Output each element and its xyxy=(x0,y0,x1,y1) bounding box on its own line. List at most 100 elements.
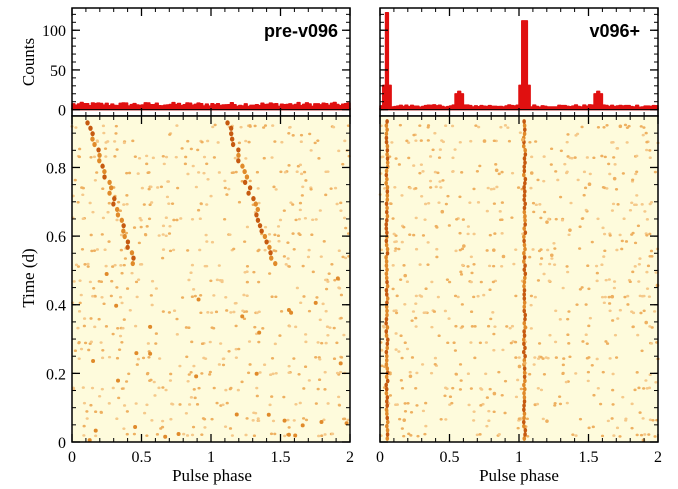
heatmap-dot xyxy=(487,419,491,423)
heatmap-dot-strong xyxy=(522,283,526,289)
heatmap-dot-strong xyxy=(522,403,526,409)
heatmap-dot xyxy=(415,404,419,407)
heatmap-dot-strong xyxy=(85,120,90,126)
heatmap-dot xyxy=(558,395,562,398)
heatmap-dot xyxy=(443,386,448,390)
heatmap-dot-strong xyxy=(102,174,107,180)
heatmap-dot xyxy=(435,255,439,259)
heatmap-dot xyxy=(444,202,448,206)
heatmap-dot xyxy=(590,240,594,244)
heatmap-dot xyxy=(586,264,590,267)
heatmap-dot-strong xyxy=(268,250,273,256)
heatmap-dot xyxy=(210,326,214,329)
heatmap-dot-strong xyxy=(114,206,120,213)
heatmap-dot-strong xyxy=(523,312,528,318)
heatmap-dot-strong xyxy=(384,254,388,260)
heatmap-dot xyxy=(398,123,402,127)
heatmap-dot xyxy=(604,278,608,282)
heatmap-dot xyxy=(478,341,482,345)
heatmap-dot xyxy=(95,139,99,142)
heatmap-dot-strong xyxy=(384,320,388,326)
heatmap-dot xyxy=(191,425,196,429)
heatmap-dot-strong xyxy=(384,131,389,137)
heatmap-dot xyxy=(122,427,126,430)
heatmap-dot xyxy=(650,255,654,258)
heatmap-dot xyxy=(561,363,565,367)
heatmap-dot xyxy=(304,340,308,344)
heatmap-dot xyxy=(308,132,312,136)
heatmap-dot xyxy=(510,171,515,175)
heatmap-dot-strong xyxy=(385,423,389,429)
heatmap-dot xyxy=(217,264,221,267)
heatmap-dot xyxy=(648,232,652,236)
heatmap-dot xyxy=(286,241,290,244)
heatmap-dot xyxy=(485,424,489,428)
heatmap-dot xyxy=(283,170,287,174)
heatmap-dot xyxy=(588,316,592,320)
heatmap-dot xyxy=(185,434,190,437)
heatmap-dot xyxy=(588,172,592,176)
heatmap-dot xyxy=(448,403,452,406)
heatmap-dot xyxy=(300,194,304,197)
heatmap-dot xyxy=(186,172,190,176)
heatmap-dot xyxy=(539,388,544,392)
heatmap-dot-strong xyxy=(385,394,390,400)
heatmap-dot-strong xyxy=(384,217,389,223)
heatmap-dot-strong xyxy=(385,176,389,182)
y-tick-label: 0.8 xyxy=(46,160,66,177)
y-axis-label-time: Time (d) xyxy=(19,248,38,307)
heatmap-dot xyxy=(503,124,508,127)
heatmap-dot xyxy=(324,170,328,174)
heatmap-dot xyxy=(194,185,198,189)
heatmap-dot xyxy=(287,371,291,374)
heatmap-dot xyxy=(76,326,80,330)
heatmap-dot xyxy=(554,309,558,313)
heatmap-dot xyxy=(230,434,235,437)
heatmap-dot xyxy=(244,433,248,437)
heatmap-dot xyxy=(189,147,193,151)
heatmap-dot xyxy=(138,216,142,220)
heatmap-dot xyxy=(291,232,295,235)
heatmap-dot xyxy=(444,418,448,421)
heatmap-dot xyxy=(539,262,543,266)
heatmap-dot xyxy=(77,310,82,313)
heatmap-dot-strong xyxy=(125,239,131,245)
heatmap-dot xyxy=(94,410,98,414)
heatmap-dot xyxy=(199,202,203,205)
heatmap-dot xyxy=(200,140,204,144)
heatmap-dot xyxy=(566,133,570,136)
heatmap-dot xyxy=(320,434,324,438)
heatmap-dot-strong xyxy=(114,303,119,308)
heatmap-dot-strong xyxy=(385,197,390,203)
heatmap-dot xyxy=(295,286,299,290)
heatmap-dot xyxy=(171,248,176,252)
heatmap-dot xyxy=(335,202,339,206)
heatmap-dot xyxy=(212,156,216,159)
heatmap-dot xyxy=(426,263,430,266)
heatmap-dot xyxy=(503,379,508,383)
heatmap-dot xyxy=(302,387,306,390)
heatmap-dot-strong xyxy=(293,433,298,438)
heatmap-dot-strong xyxy=(319,419,324,424)
heatmap-dot xyxy=(554,170,558,173)
heatmap-dot xyxy=(394,240,398,243)
heatmap-dot xyxy=(161,154,165,158)
heatmap-dot xyxy=(648,418,652,422)
heatmap-dot xyxy=(200,342,205,346)
heatmap-dot xyxy=(418,171,422,175)
heatmap-dot xyxy=(388,394,393,397)
heatmap-dot xyxy=(192,388,196,391)
heatmap-dot xyxy=(139,218,143,222)
heatmap-dot xyxy=(175,124,179,127)
heatmap-dot xyxy=(307,379,311,382)
heatmap-dot xyxy=(622,217,626,221)
heatmap-dot xyxy=(276,234,281,237)
heatmap-dot xyxy=(150,303,154,307)
heatmap-dot-strong xyxy=(384,168,389,174)
heatmap-dot xyxy=(459,379,463,382)
heatmap-dot xyxy=(278,334,282,337)
heatmap-dot xyxy=(90,386,95,390)
heatmap-dot xyxy=(227,349,231,353)
heatmap-dot xyxy=(514,395,519,399)
heatmap-dot xyxy=(573,156,577,159)
